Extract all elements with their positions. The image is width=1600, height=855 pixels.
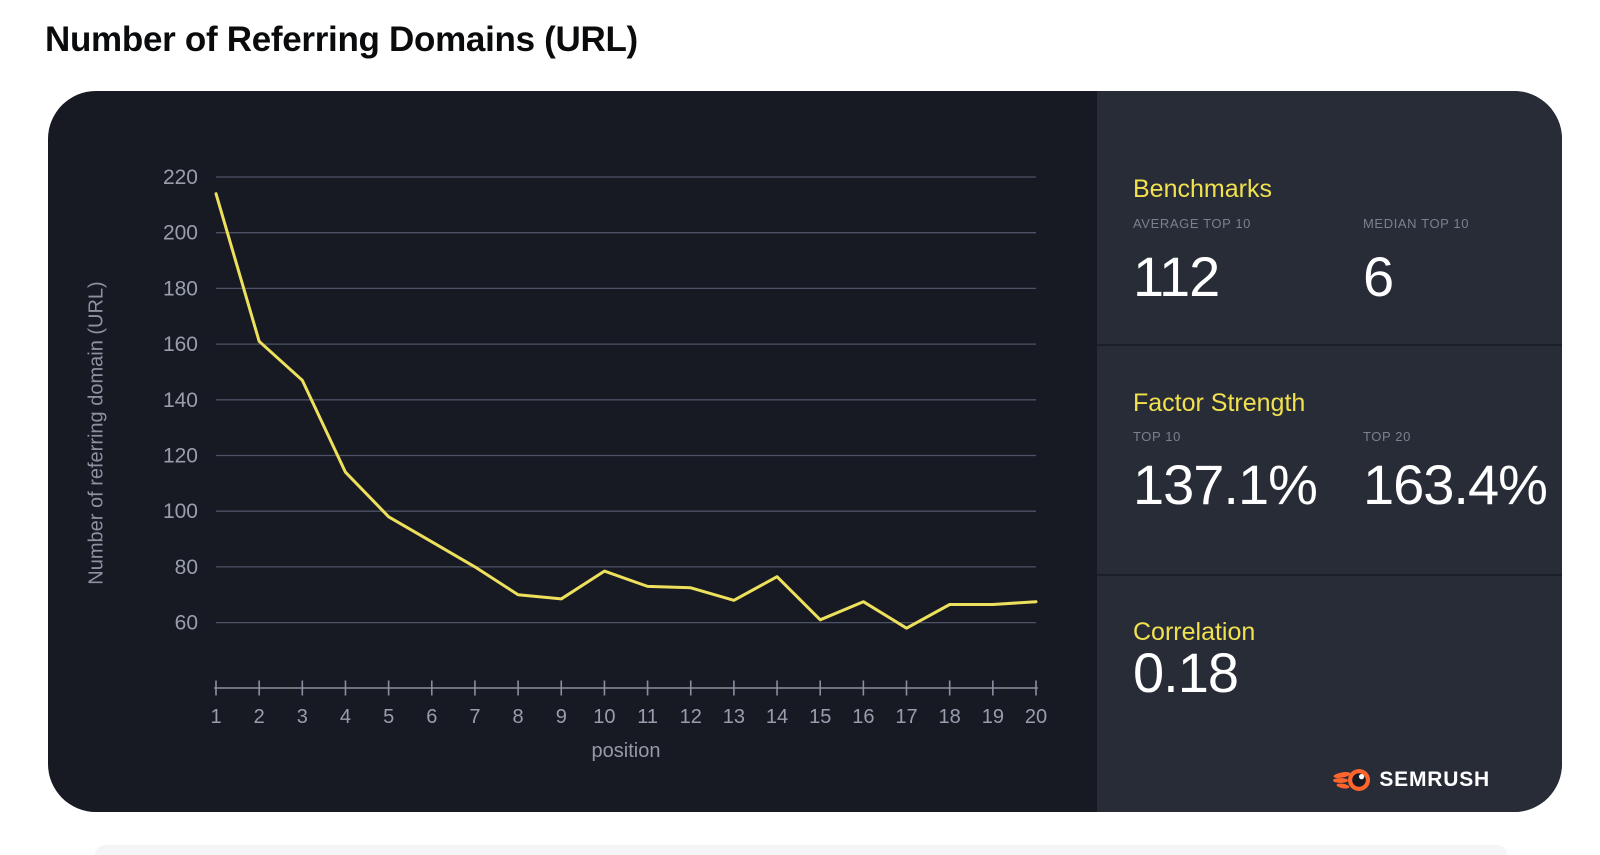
x-axis-title: position bbox=[591, 740, 661, 762]
x-tick-label: 19 bbox=[982, 706, 1004, 728]
semrush-logo: SEMRUSH bbox=[1333, 767, 1490, 793]
x-tick-label: 18 bbox=[939, 706, 961, 728]
x-tick-label: 14 bbox=[766, 706, 788, 728]
x-tick-label: 9 bbox=[556, 706, 567, 728]
x-tick-label: 16 bbox=[852, 706, 874, 728]
x-tick-label: 20 bbox=[1025, 706, 1047, 728]
semrush-flame-icon bbox=[1333, 769, 1371, 791]
x-tick-label: 1 bbox=[210, 706, 221, 728]
semrush-logo-text: SEMRUSH bbox=[1379, 768, 1490, 791]
benchmarks-heading: Benchmarks bbox=[1133, 175, 1272, 203]
page-title: Number of Referring Domains (URL) bbox=[45, 20, 638, 59]
correlation-value: 0.18 bbox=[1133, 641, 1239, 704]
data-line bbox=[214, 192, 1038, 630]
median-top10-value: 6 bbox=[1363, 245, 1394, 308]
benchmarks-section: Benchmarks AVERAGE TOP 10 MEDIAN TOP 10 … bbox=[1097, 91, 1562, 344]
x-tick-label: 10 bbox=[593, 706, 615, 728]
y-tick-label: 80 bbox=[175, 556, 198, 579]
y-tick-label: 100 bbox=[163, 500, 198, 523]
x-tick-label: 17 bbox=[895, 706, 917, 728]
y-tick-label: 160 bbox=[163, 333, 198, 356]
median-top10-label: MEDIAN TOP 10 bbox=[1363, 216, 1470, 231]
stats-panel: Benchmarks AVERAGE TOP 10 MEDIAN TOP 10 … bbox=[1097, 91, 1562, 812]
x-tick-label: 5 bbox=[383, 706, 394, 728]
y-tick-label: 180 bbox=[163, 277, 198, 300]
top20-label: TOP 20 bbox=[1363, 429, 1411, 444]
y-axis-title: Number of referring domain (URL) bbox=[85, 281, 108, 585]
factor-strength-heading: Factor Strength bbox=[1133, 389, 1306, 417]
y-tick-label: 120 bbox=[163, 445, 198, 468]
x-tick-label: 4 bbox=[340, 706, 351, 728]
x-tick-label: 12 bbox=[680, 706, 702, 728]
correlation-section: Correlation 0.18 bbox=[1097, 574, 1562, 812]
x-tick-label: 7 bbox=[469, 706, 480, 728]
x-tick-label: 2 bbox=[254, 706, 265, 728]
average-top10-value: 112 bbox=[1133, 245, 1220, 308]
y-tick-label: 140 bbox=[163, 389, 198, 412]
x-tick-label: 11 bbox=[637, 706, 658, 728]
x-tick-label: 3 bbox=[297, 706, 308, 728]
next-card-edge bbox=[95, 845, 1507, 855]
top20-value: 163.4% bbox=[1363, 453, 1548, 516]
y-tick-label: 200 bbox=[163, 222, 198, 245]
x-tick-label: 15 bbox=[809, 706, 831, 728]
y-tick-label: 220 bbox=[163, 166, 198, 189]
top10-value: 137.1% bbox=[1133, 453, 1318, 516]
x-tick-label: 13 bbox=[723, 706, 745, 728]
correlation-heading: Correlation bbox=[1133, 618, 1256, 646]
chart-card: 220 200 180 160 140 120 100 80 60 1 2 3 4 5 6 7 8 9 10 11 12… bbox=[48, 91, 1562, 812]
average-top10-label: AVERAGE TOP 10 bbox=[1133, 216, 1251, 231]
y-tick-label: 60 bbox=[175, 612, 198, 635]
factor-strength-section: Factor Strength TOP 10 TOP 20 137.1% 163… bbox=[1097, 344, 1562, 574]
top10-label: TOP 10 bbox=[1133, 429, 1181, 444]
x-tick-label: 8 bbox=[513, 706, 524, 728]
x-tick-label: 6 bbox=[426, 706, 437, 728]
